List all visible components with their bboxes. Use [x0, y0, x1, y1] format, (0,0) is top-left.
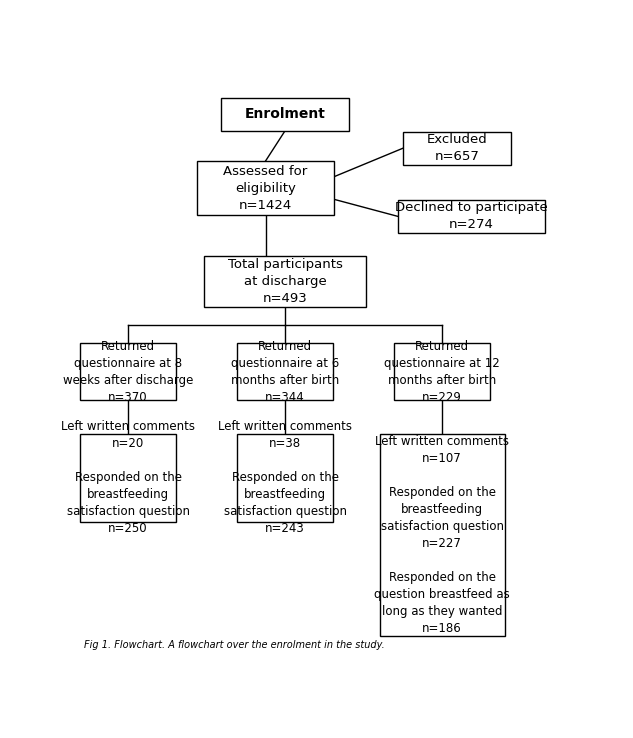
- Text: Returned
questionnaire at 6
months after birth
n=344: Returned questionnaire at 6 months after…: [231, 339, 339, 404]
- FancyBboxPatch shape: [237, 434, 333, 522]
- Text: Fig 1. Flowchart. A flowchart over the enrolment in the study.: Fig 1. Flowchart. A flowchart over the e…: [84, 640, 385, 650]
- FancyBboxPatch shape: [394, 343, 490, 400]
- Text: Excluded
n=657: Excluded n=657: [427, 134, 487, 163]
- FancyBboxPatch shape: [237, 343, 333, 400]
- Text: Left written comments
n=107

Responded on the
breastfeeding
satisfaction questio: Left written comments n=107 Responded on…: [374, 435, 510, 635]
- Text: Assessed for
eligibility
n=1424: Assessed for eligibility n=1424: [223, 165, 308, 212]
- Text: Returned
questionnaire at 12
months after birth
n=229: Returned questionnaire at 12 months afte…: [384, 339, 500, 404]
- Text: Enrolment: Enrolment: [245, 107, 325, 121]
- Text: Left written comments
n=20

Responded on the
breastfeeding
satisfaction question: Left written comments n=20 Responded on …: [61, 421, 195, 535]
- FancyBboxPatch shape: [80, 343, 176, 400]
- FancyBboxPatch shape: [398, 200, 545, 233]
- Text: Declined to participate
n=274: Declined to participate n=274: [395, 201, 548, 232]
- Text: Left written comments
n=38

Responded on the
breastfeeding
satisfaction question: Left written comments n=38 Responded on …: [218, 421, 352, 535]
- FancyBboxPatch shape: [403, 132, 511, 165]
- FancyBboxPatch shape: [380, 434, 505, 635]
- FancyBboxPatch shape: [222, 97, 349, 131]
- Text: Returned
questionnaire at 8
weeks after discharge
n=370: Returned questionnaire at 8 weeks after …: [63, 339, 193, 404]
- FancyBboxPatch shape: [197, 161, 334, 215]
- Text: Total participants
at discharge
n=493: Total participants at discharge n=493: [228, 258, 342, 306]
- FancyBboxPatch shape: [204, 256, 366, 307]
- FancyBboxPatch shape: [80, 434, 176, 522]
